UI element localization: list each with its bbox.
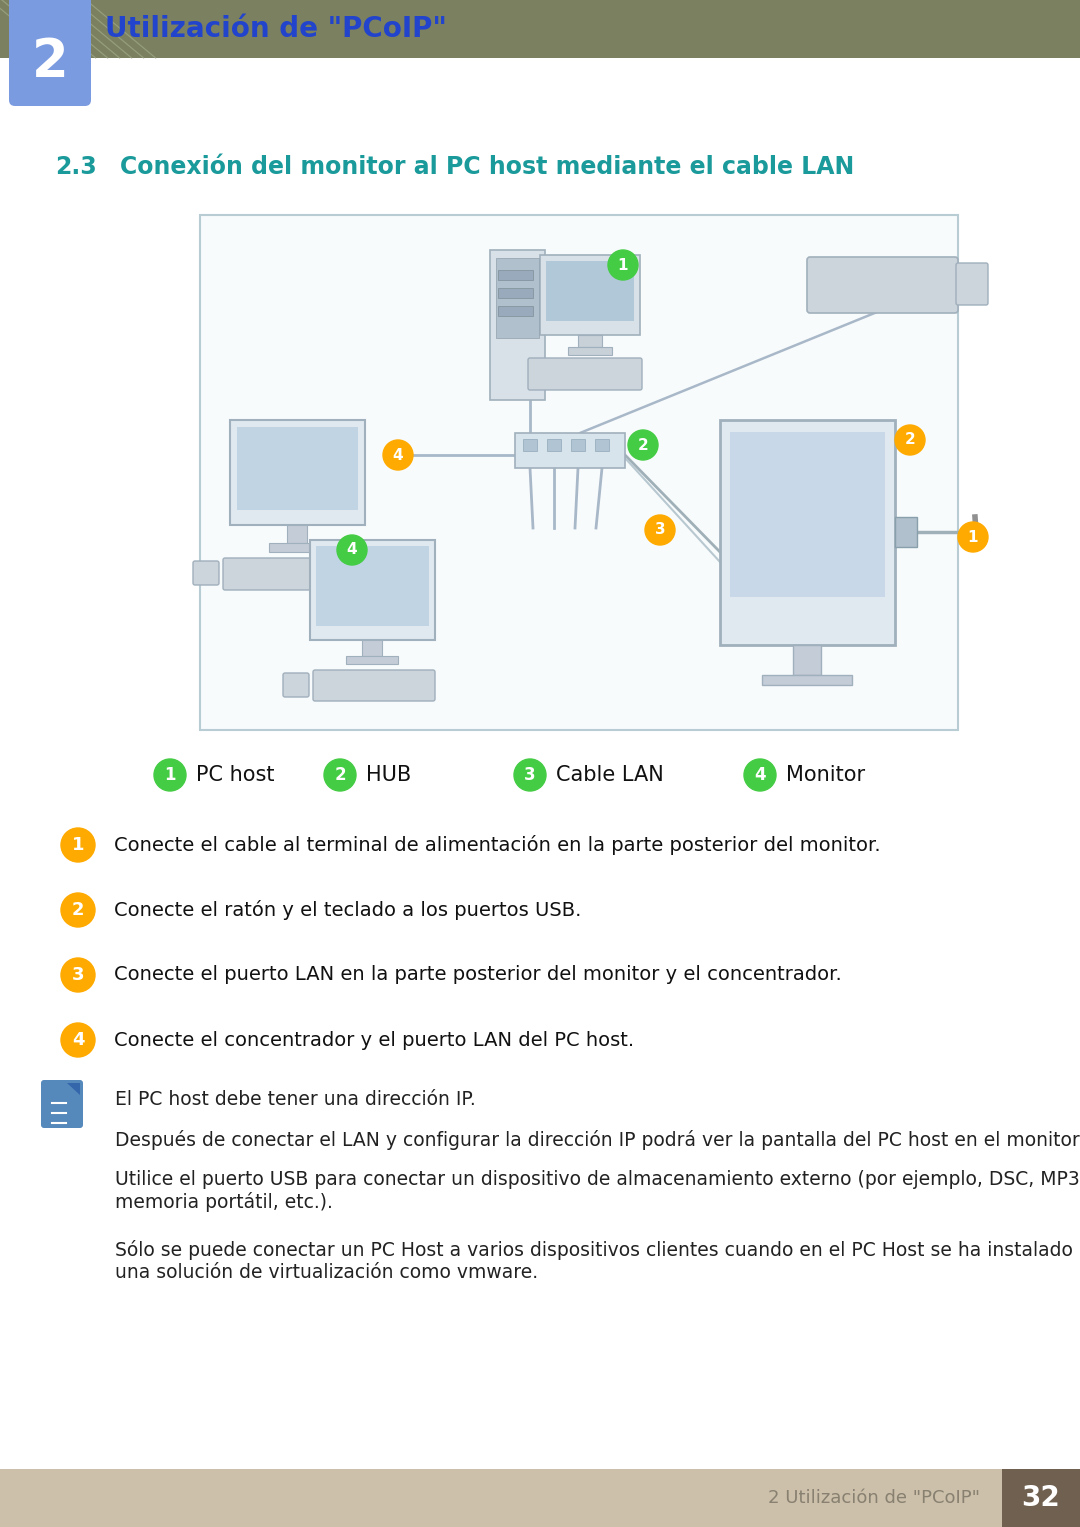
Circle shape <box>60 893 95 927</box>
Text: 4: 4 <box>347 542 357 557</box>
Bar <box>0 0 1080 58</box>
Bar <box>316 547 429 626</box>
Text: 2: 2 <box>31 37 68 89</box>
Circle shape <box>383 440 413 470</box>
Bar <box>546 438 561 450</box>
Text: 32: 32 <box>1022 1484 1061 1512</box>
Bar <box>578 334 602 347</box>
FancyBboxPatch shape <box>956 263 988 305</box>
Bar <box>237 428 357 510</box>
Bar <box>762 675 852 686</box>
Text: 2: 2 <box>905 432 916 447</box>
Text: Sólo se puede conectar un PC Host a varios dispositivos clientes cuando en el PC: Sólo se puede conectar un PC Host a vari… <box>114 1240 1072 1283</box>
Circle shape <box>645 515 675 545</box>
Text: 4: 4 <box>754 767 766 783</box>
Bar <box>0 1469 1002 1527</box>
Polygon shape <box>67 1083 80 1095</box>
Bar <box>595 438 609 450</box>
Bar <box>496 258 539 337</box>
Bar <box>571 438 585 450</box>
Bar <box>310 541 435 640</box>
Text: 3: 3 <box>71 967 84 983</box>
Text: Conecte el cable al terminal de alimentación en la parte posterior del monitor.: Conecte el cable al terminal de alimenta… <box>114 835 880 855</box>
Text: El PC host debe tener una dirección IP.: El PC host debe tener una dirección IP. <box>114 1090 476 1109</box>
Bar <box>793 644 821 675</box>
Text: HUB: HUB <box>366 765 411 785</box>
Circle shape <box>895 425 924 455</box>
Circle shape <box>154 759 186 791</box>
Bar <box>730 432 885 597</box>
Text: 3: 3 <box>654 522 665 538</box>
Bar <box>515 434 625 467</box>
Bar <box>568 347 612 354</box>
Bar <box>498 305 534 316</box>
Circle shape <box>60 957 95 993</box>
Circle shape <box>608 250 638 279</box>
Circle shape <box>324 759 356 791</box>
Text: 4: 4 <box>71 1031 84 1049</box>
Text: Conexión del monitor al PC host mediante el cable LAN: Conexión del monitor al PC host mediante… <box>120 156 854 179</box>
FancyBboxPatch shape <box>41 1080 83 1128</box>
Text: Utilización de "PCoIP": Utilización de "PCoIP" <box>105 15 447 43</box>
Text: 2.3: 2.3 <box>55 156 97 179</box>
Bar <box>230 420 365 525</box>
Text: 4: 4 <box>393 447 403 463</box>
Text: Conecte el puerto LAN en la parte posterior del monitor y el concentrador.: Conecte el puerto LAN en la parte poster… <box>114 965 841 985</box>
Bar <box>269 544 325 551</box>
FancyBboxPatch shape <box>807 257 958 313</box>
Text: PC host: PC host <box>195 765 274 785</box>
Text: Conecte el concentrador y el puerto LAN del PC host.: Conecte el concentrador y el puerto LAN … <box>114 1031 634 1049</box>
Circle shape <box>744 759 777 791</box>
Bar <box>287 525 307 544</box>
Text: Después de conectar el LAN y configurar la dirección IP podrá ver la pantalla de: Después de conectar el LAN y configurar … <box>114 1130 1080 1150</box>
Circle shape <box>627 431 658 460</box>
Text: Cable LAN: Cable LAN <box>556 765 664 785</box>
Text: 1: 1 <box>164 767 176 783</box>
FancyBboxPatch shape <box>222 557 347 589</box>
Text: Monitor: Monitor <box>786 765 865 785</box>
Bar <box>498 270 534 279</box>
Text: Utilice el puerto USB para conectar un dispositivo de almacenamiento externo (po: Utilice el puerto USB para conectar un d… <box>114 1170 1080 1212</box>
Circle shape <box>514 759 546 791</box>
Circle shape <box>60 828 95 863</box>
Text: 2: 2 <box>71 901 84 919</box>
Text: 2: 2 <box>637 438 648 452</box>
Bar <box>362 640 382 657</box>
Text: 2: 2 <box>334 767 346 783</box>
Bar <box>540 255 640 334</box>
Bar <box>1002 1469 1080 1527</box>
Text: 2 Utilización de "PCoIP": 2 Utilización de "PCoIP" <box>768 1489 980 1507</box>
Bar <box>490 250 545 400</box>
FancyBboxPatch shape <box>528 357 642 389</box>
FancyBboxPatch shape <box>283 673 309 696</box>
FancyBboxPatch shape <box>193 560 219 585</box>
Text: 1: 1 <box>71 835 84 854</box>
Circle shape <box>958 522 988 551</box>
Text: Conecte el ratón y el teclado a los puertos USB.: Conecte el ratón y el teclado a los puer… <box>114 899 581 919</box>
Bar <box>346 657 399 664</box>
Bar <box>523 438 537 450</box>
Bar <box>200 215 958 730</box>
Circle shape <box>337 534 367 565</box>
Bar <box>546 261 634 321</box>
FancyBboxPatch shape <box>313 670 435 701</box>
Circle shape <box>60 1023 95 1057</box>
Bar <box>720 420 895 644</box>
Bar <box>895 518 917 547</box>
Text: 1: 1 <box>968 530 978 545</box>
Bar <box>498 289 534 298</box>
Text: 1: 1 <box>618 258 629 272</box>
FancyBboxPatch shape <box>9 0 91 105</box>
Text: 3: 3 <box>524 767 536 783</box>
